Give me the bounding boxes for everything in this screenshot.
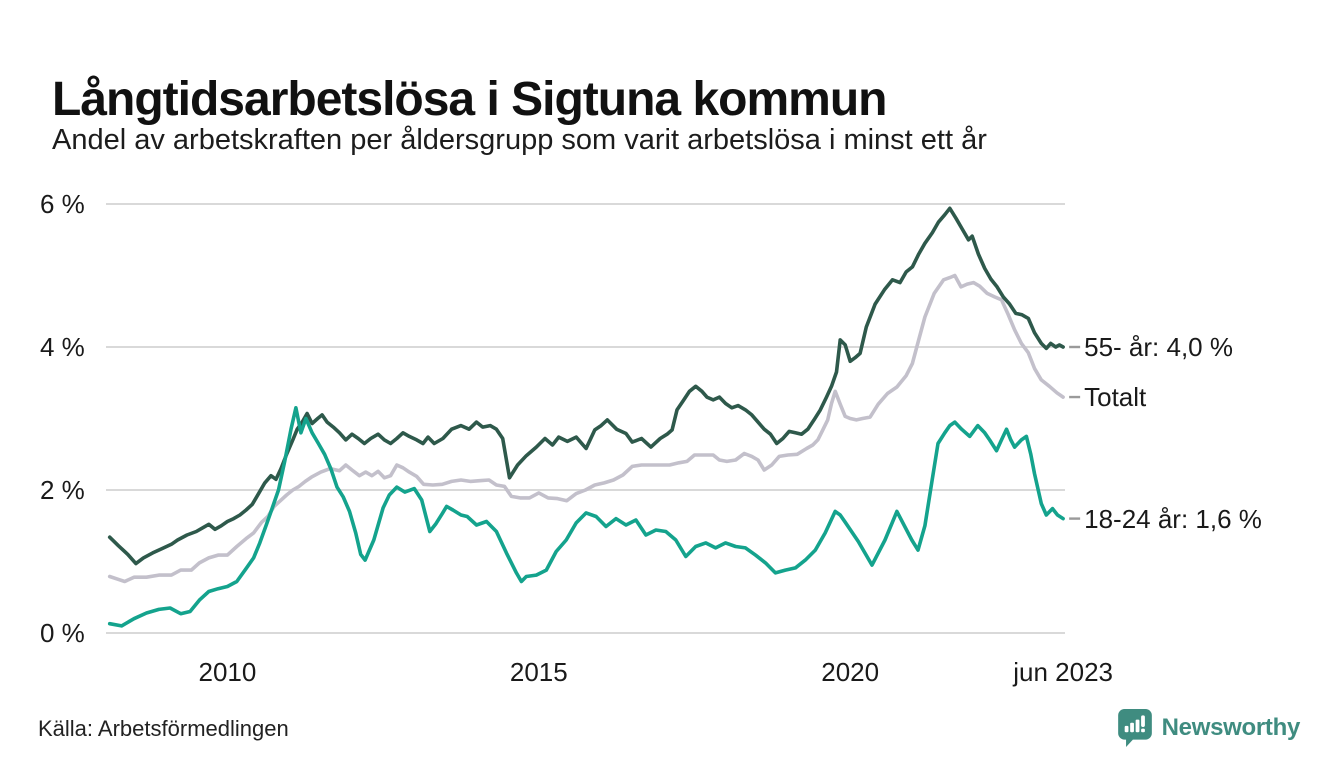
- y-axis-tick-label: 6 %: [40, 189, 85, 219]
- y-axis-tick-label: 0 %: [40, 618, 85, 648]
- x-axis-tick-label: 2020: [821, 657, 880, 687]
- page-title: Långtidsarbetslösa i Sigtuna kommun: [52, 73, 887, 127]
- newsworthy-wordmark: Newsworthy: [1161, 714, 1301, 741]
- y-axis-tick-label: 2 %: [40, 475, 85, 505]
- x-axis-tick-label: jun 2023: [1013, 657, 1113, 687]
- series-end-label-18-24-r: 18-24 år: 1,6 %: [1084, 503, 1262, 534]
- newsworthy-logo[interactable]: Newsworthy: [1117, 708, 1300, 748]
- x-axis-tick-label: 2015: [509, 657, 568, 687]
- series-line-totalt: [107, 273, 1065, 584]
- page-subtitle: Andel av arbetskraften per åldersgrupp s…: [52, 124, 987, 156]
- series-end-label-55-r: 55- år: 4,0 %: [1084, 332, 1233, 362]
- series-line-18-24-r: [107, 405, 1065, 628]
- newsworthy-logo-icon: [1117, 709, 1152, 747]
- series-end-label-totalt: Totalt: [1084, 382, 1147, 413]
- x-axis-tick-label: 2010: [198, 657, 257, 687]
- series-line-55-r: [107, 206, 1065, 566]
- source-text: Källa: Arbetsförmedlingen: [38, 716, 289, 741]
- y-axis-tick-label: 4 %: [40, 332, 85, 362]
